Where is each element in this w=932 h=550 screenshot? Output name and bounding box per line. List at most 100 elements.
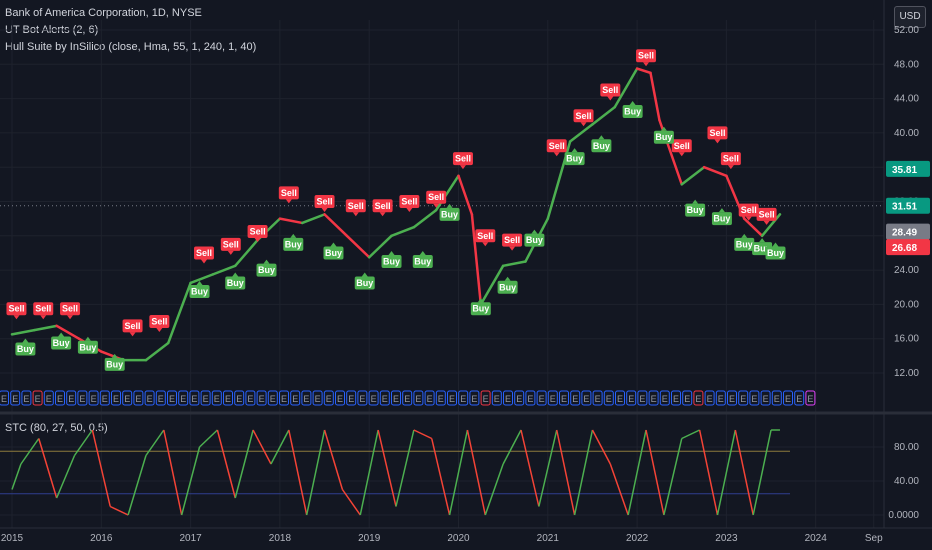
buy-signal: Buy [653, 126, 674, 144]
stc-series-segment [538, 429, 558, 507]
signal-pointer [714, 139, 721, 144]
signal-label: Buy [325, 248, 342, 258]
e-marker-label: E [270, 394, 276, 404]
signal-pointer [263, 259, 270, 264]
e-marker-label: E [359, 394, 365, 404]
signal-pointer [598, 135, 605, 140]
time-tick-label: Sep [865, 533, 883, 544]
signal-label: Buy [356, 278, 373, 288]
signal-pointer [763, 220, 770, 225]
signal-box [247, 225, 268, 239]
signal-label: Buy [227, 278, 244, 288]
sell-signal: Sell [502, 233, 523, 251]
signal-pointer [111, 353, 118, 358]
stc-series-segment [627, 429, 647, 516]
e-marker-label: E [427, 394, 433, 404]
stc-series-segment [38, 438, 58, 499]
price-tick-label: 44.00 [894, 94, 919, 105]
stc-series-segment [20, 438, 40, 465]
e-marker-label: E [102, 394, 108, 404]
signal-label: Sell [317, 197, 333, 207]
signal-label: Sell [348, 201, 364, 211]
signal-pointer [321, 208, 328, 212]
e-marker [637, 390, 648, 406]
stc-label[interactable]: STC (80, 27, 50, 0.5) [5, 422, 108, 434]
signal-box [756, 207, 777, 221]
e-marker [189, 390, 200, 406]
price-series-segment [470, 213, 483, 306]
signal-box [354, 276, 375, 290]
time-tick-label: 2019 [358, 533, 381, 544]
e-marker [570, 390, 581, 406]
signal-pointer [727, 165, 734, 170]
e-marker [32, 390, 43, 406]
signal-label: Buy [593, 141, 610, 151]
signal-pointer [379, 212, 386, 217]
e-marker [256, 390, 267, 406]
signal-pointer [772, 242, 779, 247]
stc-series-segment [323, 429, 344, 490]
price-series-segment [412, 208, 438, 229]
e-marker-label: E [707, 394, 713, 404]
signal-pointer [290, 233, 297, 238]
e-marker-label: E [595, 394, 601, 404]
signal-pointer [13, 315, 20, 320]
buy-signal: Buy [381, 251, 402, 269]
e-marker-label: E [46, 394, 52, 404]
sell-signal: Sell [399, 195, 420, 212]
price-series-segment [10, 328, 36, 336]
e-marker [178, 390, 189, 406]
price-tick-label: 40.00 [894, 128, 919, 139]
stc-series-segment [734, 429, 754, 516]
e-marker [144, 390, 155, 406]
signal-label: Sell [741, 205, 757, 215]
e-marker-label: E [561, 394, 567, 404]
price-tick-label: 48.00 [894, 59, 919, 70]
buy-signal: Buy [439, 203, 460, 221]
buy-signal: Buy [256, 259, 277, 277]
e-marker [805, 390, 816, 406]
buy-signal: Buy [622, 100, 643, 118]
stc-series-segment [413, 429, 433, 440]
signal-label: Buy [713, 214, 730, 224]
e-marker [200, 390, 211, 406]
e-marker-label: E [572, 394, 578, 404]
e-marker [626, 390, 637, 406]
e-marker [99, 390, 110, 406]
signal-label: Buy [655, 132, 672, 142]
buy-signal: Buy [323, 242, 344, 260]
e-marker-label: E [348, 394, 354, 404]
e-marker [794, 390, 805, 406]
e-marker-label: E [539, 394, 545, 404]
signal-box [104, 357, 125, 371]
signal-label: Buy [285, 239, 302, 249]
time-tick-label: 2017 [179, 533, 202, 544]
buy-signal: Buy [685, 199, 706, 217]
indicator-hull-suite[interactable]: Hull Suite by InSilico (close, Hma, 55, … [5, 41, 257, 53]
signal-box [707, 126, 728, 140]
e-marker [279, 390, 289, 406]
e-marker-label: E [247, 394, 253, 404]
signal-box [149, 315, 170, 329]
time-tick-label: 2023 [715, 533, 738, 544]
e-marker [480, 390, 491, 406]
e-marker [301, 390, 312, 406]
e-marker [155, 390, 166, 406]
price-series-segment [234, 238, 259, 268]
stc-series-segment [270, 429, 290, 465]
price-label-bg [886, 239, 930, 256]
signal-label: Buy [499, 282, 516, 292]
signal-label: Sell [602, 85, 618, 95]
e-marker [458, 390, 469, 406]
sell-signal: Sell [426, 190, 447, 208]
e-marker-label: E [483, 394, 489, 404]
e-marker [368, 390, 379, 406]
sell-signal: Sell [720, 152, 741, 170]
e-marker [738, 390, 749, 406]
currency-button[interactable]: USD [894, 6, 926, 28]
e-marker-label: E [763, 394, 769, 404]
signal-box [524, 233, 545, 247]
signal-label: Buy [441, 209, 458, 219]
e-marker [682, 390, 693, 406]
